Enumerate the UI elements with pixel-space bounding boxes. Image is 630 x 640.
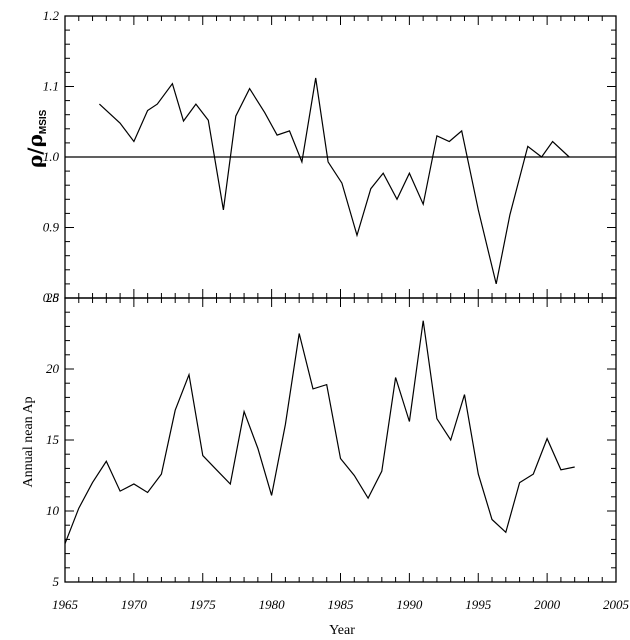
x-tick-label: 2000	[534, 597, 561, 612]
x-axis-title: Year	[329, 623, 355, 638]
top-ytick-label: 1.2	[43, 8, 60, 23]
x-tick-label: 1990	[396, 597, 423, 612]
bottom-series-line	[64, 320, 575, 544]
x-tick-label: 1965	[52, 597, 79, 612]
bottom-ytick-label: 5	[53, 574, 60, 589]
top-ylabel-sub: MSIS	[38, 109, 49, 134]
x-tick-label: 1975	[190, 597, 217, 612]
x-tick-label: 1980	[259, 597, 286, 612]
x-tick-label: 2005	[603, 597, 630, 612]
bottom-ytick-label: 15	[46, 432, 60, 447]
bottom-frame	[64, 297, 617, 583]
top-panel: 0.8 0.9 1.0 1.1 1.2	[43, 8, 617, 305]
x-tick-label: 1970	[121, 597, 148, 612]
bottom-ytick-label: 20	[46, 361, 60, 376]
x-tick-label: 1995	[465, 597, 492, 612]
top-ylabel: ρ/ρMSIS	[23, 109, 49, 168]
top-ytick-label: 0.9	[43, 220, 60, 235]
top-ytick-label: 1.1	[43, 79, 59, 94]
bottom-ylabel: Annual nean Ap	[21, 397, 36, 488]
top-series-line	[98, 77, 570, 285]
bottom-ytick-label: 25	[46, 290, 60, 305]
top-ylabel-main: ρ/ρ	[23, 134, 47, 168]
bottom-ytick-label: 10	[46, 503, 60, 518]
top-ytick-label: 0.8	[43, 290, 60, 305]
x-tick-label: 1985	[328, 597, 355, 612]
top-ytick-label: 1.0	[43, 149, 60, 164]
bottom-panel: 5 10 15 20 25 1965 1970 1975 1980 1985 1990 1995 200…	[46, 290, 630, 612]
